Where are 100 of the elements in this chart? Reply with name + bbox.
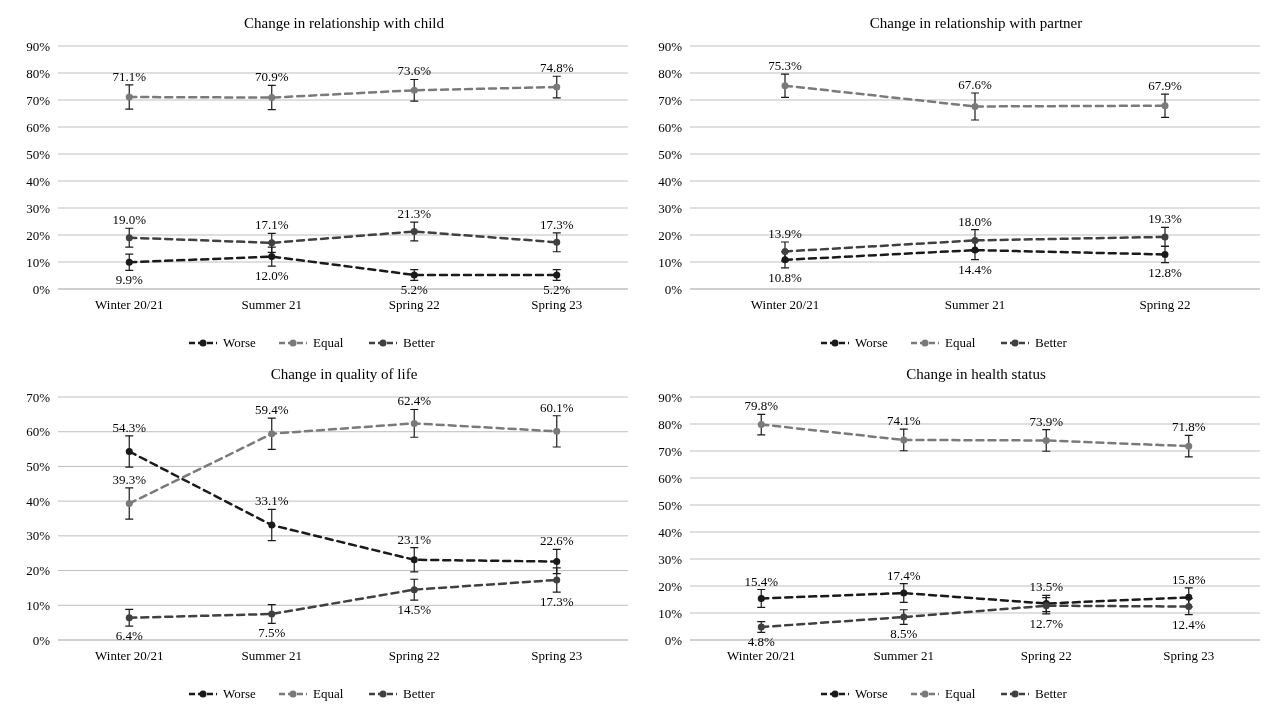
legend-label: Better	[403, 686, 436, 701]
y-tick-label: 60%	[26, 119, 51, 135]
y-tick-label: 70%	[658, 92, 683, 108]
data-label: 59.4%	[254, 402, 289, 418]
x-tick-label: Winter 20/21	[750, 297, 820, 312]
y-tick-label: 50%	[658, 146, 683, 162]
data-label: 14.4%	[958, 261, 992, 277]
data-label: 17.1%	[254, 217, 289, 233]
y-tick-label: 0%	[664, 632, 683, 648]
y-tick-label: 0%	[664, 281, 683, 297]
data-label: 21.3%	[397, 206, 432, 222]
point	[553, 238, 561, 246]
point	[410, 86, 418, 94]
y-tick-label: 10%	[26, 597, 51, 613]
y-tick-label: 80%	[658, 416, 683, 432]
point	[125, 500, 133, 508]
y-tick-label: 90%	[658, 389, 683, 405]
legend-label: Equal	[945, 686, 976, 701]
point	[125, 448, 133, 455]
chart-title: Change in quality of life	[270, 366, 418, 382]
legend-label: Better	[1035, 335, 1068, 350]
point	[410, 419, 418, 427]
legend-label: Equal	[313, 335, 344, 350]
y-tick-label: 30%	[658, 551, 683, 567]
x-tick-label: Spring 23	[531, 297, 583, 312]
x-tick-label: Spring 22	[1020, 648, 1072, 663]
point	[410, 556, 418, 564]
x-tick-label: Winter 20/21	[95, 648, 164, 663]
legend-label: Better	[1035, 686, 1068, 701]
data-label: 60.1%	[539, 399, 574, 415]
data-label: 12.0%	[254, 268, 289, 284]
point	[781, 247, 789, 255]
y-tick-label: 20%	[658, 227, 683, 243]
y-tick-label: 10%	[658, 605, 683, 621]
point	[268, 610, 276, 618]
data-label: 54.3%	[112, 419, 147, 435]
point	[125, 614, 133, 622]
data-label: 70.9%	[254, 69, 289, 85]
chart-title: Change in health status	[906, 366, 1046, 382]
x-tick-label: Spring 22	[388, 648, 440, 663]
data-label: 17.4%	[886, 567, 921, 583]
data-label: 19.3%	[1148, 211, 1182, 227]
data-label: 5.2%	[400, 282, 428, 298]
point	[757, 594, 765, 602]
point	[268, 521, 276, 529]
x-tick-label: Summer 21	[944, 297, 1006, 312]
data-label: 4.8%	[747, 634, 775, 650]
data-label: 67.6%	[958, 76, 992, 92]
y-tick-label: 50%	[658, 497, 683, 513]
point	[553, 83, 561, 91]
legend-label: Better	[403, 335, 436, 350]
y-tick-label: 40%	[26, 493, 51, 509]
chart-title: Change in relationship with partner	[869, 15, 1083, 31]
data-label: 39.3%	[112, 471, 147, 487]
y-tick-label: 40%	[658, 524, 683, 540]
y-tick-label: 0%	[32, 281, 51, 297]
point	[410, 227, 418, 235]
point	[900, 589, 908, 597]
data-label: 18.0%	[958, 213, 992, 229]
point	[125, 93, 133, 101]
data-label: 5.2%	[543, 282, 571, 298]
data-label: 71.8%	[1171, 419, 1206, 435]
chart-title: Change in relationship with child	[244, 15, 445, 31]
x-tick-label: Spring 22	[1139, 297, 1191, 312]
data-label: 23.1%	[397, 531, 432, 547]
data-label: 67.9%	[1148, 78, 1182, 94]
point	[1042, 436, 1050, 444]
data-label: 12.8%	[1148, 264, 1182, 280]
x-tick-label: Spring 23	[531, 648, 583, 663]
data-label: 71.1%	[112, 68, 147, 84]
point	[781, 82, 789, 90]
data-label: 19.0%	[112, 212, 147, 228]
point	[553, 558, 561, 566]
x-tick-label: Winter 20/21	[727, 648, 796, 663]
data-label: 17.3%	[539, 594, 574, 610]
data-label: 12.7%	[1029, 615, 1064, 631]
x-tick-label: Spring 23	[1163, 648, 1215, 663]
point	[1161, 102, 1169, 110]
y-tick-label: 90%	[658, 38, 683, 54]
point	[971, 236, 979, 244]
y-tick-label: 60%	[658, 119, 683, 135]
data-label: 10.8%	[768, 269, 802, 285]
data-label: 15.8%	[1171, 571, 1206, 587]
point	[971, 102, 979, 110]
legend-label: Worse	[855, 686, 889, 701]
y-tick-label: 40%	[658, 173, 683, 189]
data-label: 33.1%	[254, 493, 289, 509]
y-tick-label: 80%	[26, 65, 51, 81]
point	[125, 258, 133, 266]
point	[268, 94, 276, 102]
y-tick-label: 30%	[26, 528, 51, 544]
y-tick-label: 50%	[26, 146, 51, 162]
data-label: 17.3%	[539, 216, 574, 232]
data-label: 22.6%	[539, 533, 574, 549]
y-tick-label: 20%	[658, 578, 683, 594]
y-tick-label: 10%	[658, 254, 683, 270]
y-tick-label: 60%	[658, 470, 683, 486]
data-label: 12.4%	[1171, 616, 1206, 632]
y-tick-label: 30%	[26, 200, 51, 216]
legend-label: Equal	[313, 686, 344, 701]
